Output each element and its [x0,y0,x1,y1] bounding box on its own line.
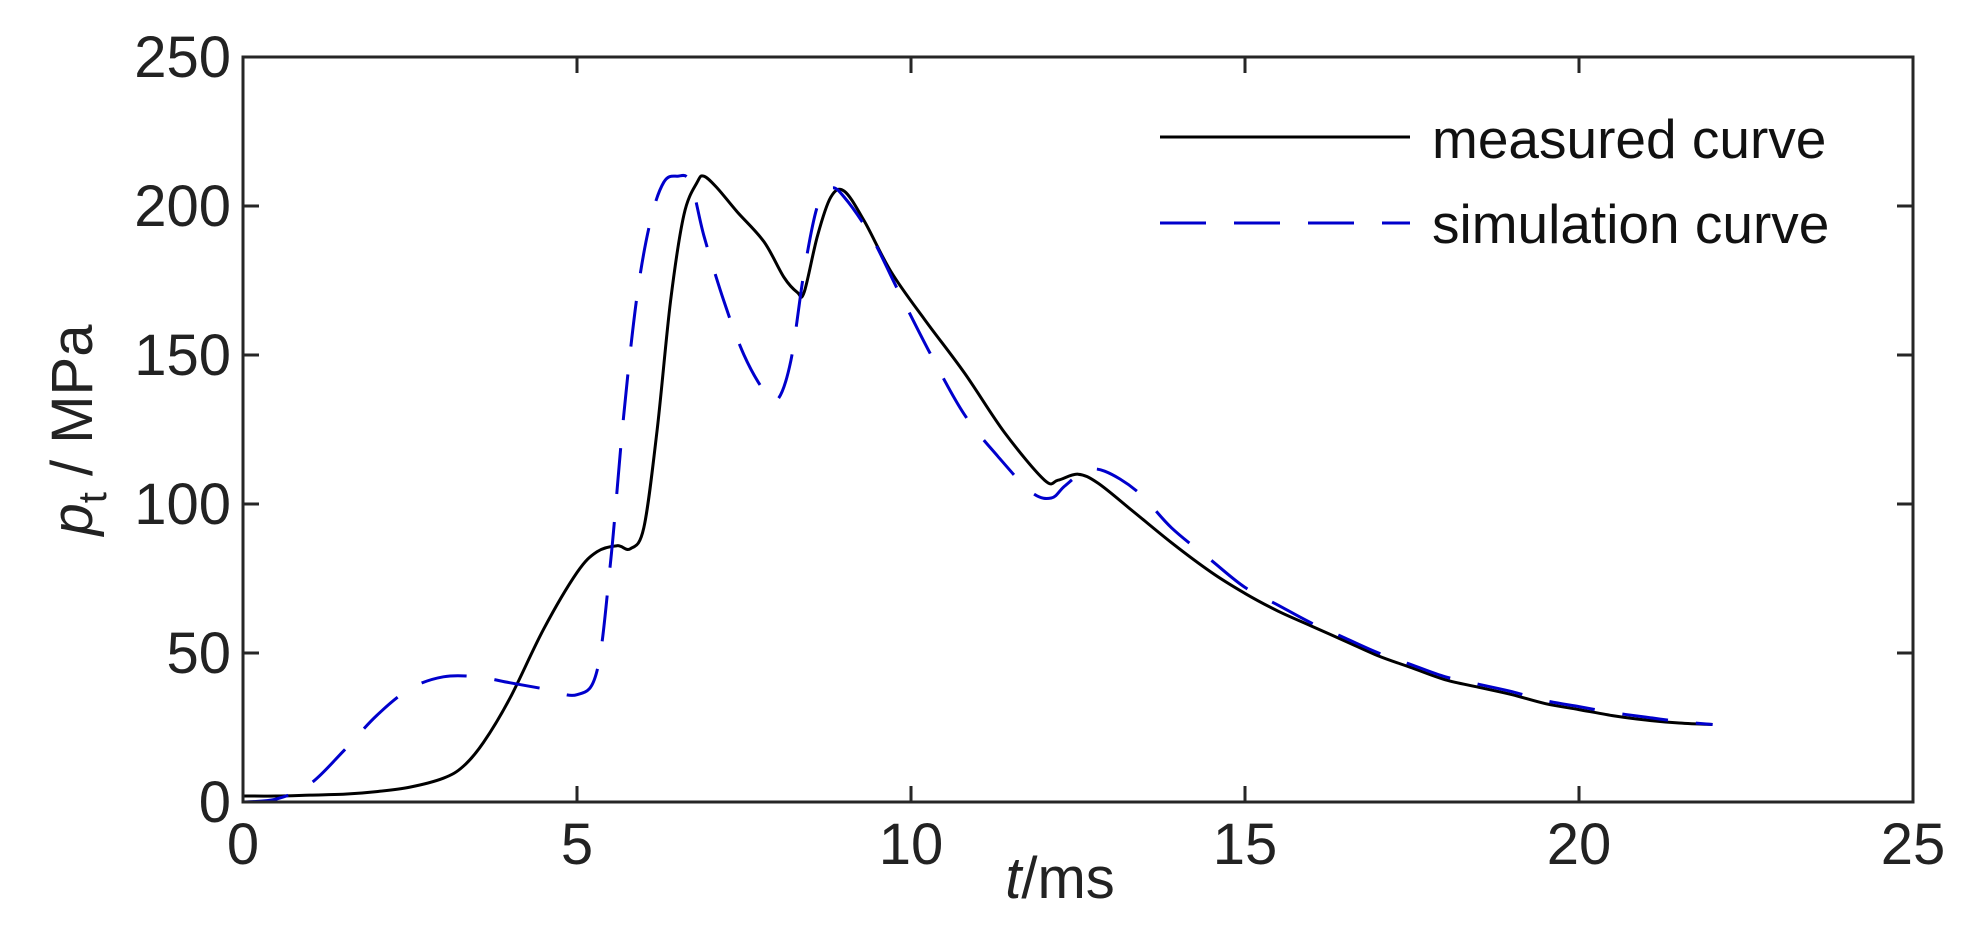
y-axis-label: pt / MPa [40,324,115,538]
y-tick-label: 200 [134,174,231,239]
x-axis-label-unit: /ms [1021,846,1114,911]
plot-area-frame [241,55,1915,804]
y-tick-label: 100 [134,472,231,537]
y-tick-label: 0 [199,770,231,835]
y-axis-label-unit: / MPa [40,324,105,492]
axis-ticks [241,55,1915,804]
y-tick-label: 150 [134,323,231,388]
x-tick-label: 5 [561,812,593,877]
legend: measured curve simulation curve [1160,108,1829,255]
x-tick-label: 20 [1547,812,1612,877]
legend-label-simulation-curve: simulation curve [1432,193,1829,255]
x-axis-label-symbol: t [1005,846,1024,911]
x-tick-label: 10 [879,812,944,877]
x-tick-label: 15 [1213,812,1278,877]
x-tick-label: 0 [227,812,259,877]
series-line-simulation-curve [242,173,1713,804]
y-axis-label-subscript: t [71,492,115,503]
series-layer [242,173,1713,804]
series-line-measured-curve [242,174,1713,798]
y-tick-label: 250 [134,25,231,90]
legend-label-measured-curve: measured curve [1432,108,1826,170]
x-tick-label: 25 [1881,812,1946,877]
y-tick-label: 50 [166,621,231,686]
x-axis-label: t/ms [1005,846,1115,911]
y-axis-label-symbol: p [40,503,105,537]
